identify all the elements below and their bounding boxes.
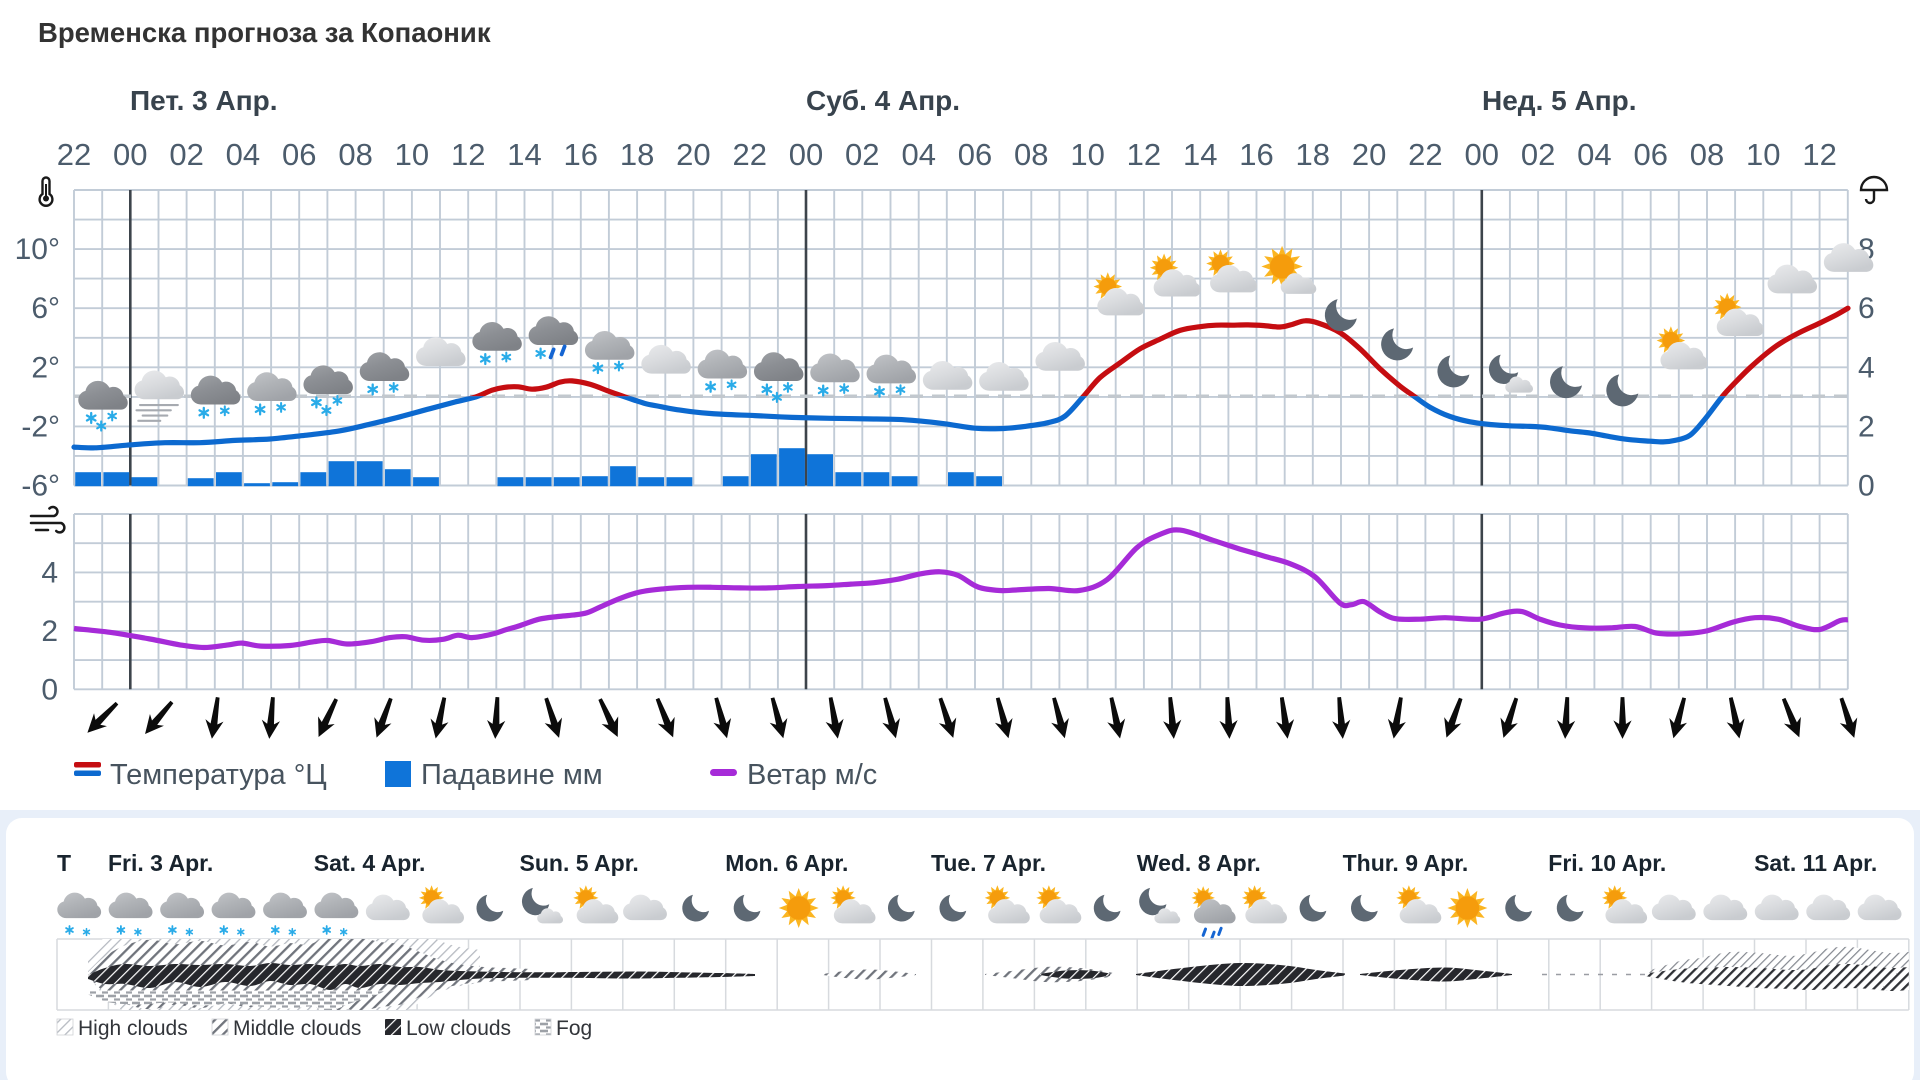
svg-text:Fog: Fog (556, 1017, 592, 1040)
svg-text:04: 04 (1577, 137, 1611, 172)
svg-text:Падавине мм: Падавине мм (421, 759, 603, 791)
svg-text:Sat. 4 Apr.: Sat. 4 Apr. (314, 850, 426, 876)
svg-text:4: 4 (41, 556, 58, 589)
svg-text:02: 02 (845, 137, 879, 172)
svg-text:18: 18 (1296, 137, 1330, 172)
svg-text:4: 4 (1858, 351, 1875, 384)
svg-text:16: 16 (1239, 137, 1273, 172)
svg-text:-2°: -2° (21, 410, 60, 443)
svg-text:06: 06 (958, 137, 992, 172)
svg-text:14: 14 (507, 137, 541, 172)
svg-text:Sun. 5 Apr.: Sun. 5 Apr. (520, 850, 639, 876)
svg-text:Tue. 7 Apr.: Tue. 7 Apr. (931, 850, 1046, 876)
svg-text:Суб. 4 Апр.: Суб. 4 Апр. (806, 85, 960, 116)
svg-text:Middle clouds: Middle clouds (233, 1017, 361, 1040)
svg-text:00: 00 (113, 137, 147, 172)
svg-text:T: T (57, 850, 71, 876)
svg-text:Low clouds: Low clouds (406, 1017, 511, 1040)
svg-text:Пет. 3 Апр.: Пет. 3 Апр. (130, 85, 278, 116)
svg-text:0: 0 (41, 673, 58, 706)
svg-text:02: 02 (169, 137, 203, 172)
svg-text:22: 22 (732, 137, 766, 172)
svg-text:02: 02 (1521, 137, 1555, 172)
svg-text:12: 12 (1127, 137, 1161, 172)
svg-text:Температура °Ц: Температура °Ц (110, 759, 327, 791)
svg-text:2: 2 (1858, 410, 1875, 443)
svg-text:Fri. 10 Apr.: Fri. 10 Apr. (1548, 850, 1666, 876)
svg-text:6: 6 (1858, 292, 1875, 325)
svg-text:-6°: -6° (21, 470, 60, 503)
svg-text:16: 16 (564, 137, 598, 172)
svg-text:20: 20 (1352, 137, 1386, 172)
svg-text:Ветар м/с: Ветар м/с (747, 759, 877, 791)
svg-text:6°: 6° (31, 292, 60, 325)
svg-text:10: 10 (395, 137, 429, 172)
svg-text:08: 08 (1690, 137, 1724, 172)
svg-text:22: 22 (57, 137, 91, 172)
svg-text:00: 00 (789, 137, 823, 172)
svg-text:12: 12 (1802, 137, 1836, 172)
svg-text:Wed. 8 Apr.: Wed. 8 Apr. (1137, 850, 1261, 876)
svg-text:22: 22 (1408, 137, 1442, 172)
svg-text:Fri. 3 Apr.: Fri. 3 Apr. (108, 850, 213, 876)
svg-text:04: 04 (901, 137, 935, 172)
svg-text:06: 06 (282, 137, 316, 172)
svg-text:2: 2 (41, 615, 58, 648)
svg-text:Sat. 11 Apr.: Sat. 11 Apr. (1754, 850, 1877, 876)
svg-text:08: 08 (1014, 137, 1048, 172)
svg-text:12: 12 (451, 137, 485, 172)
svg-text:Временска прогноза за Копаоник: Временска прогноза за Копаоник (38, 17, 491, 48)
svg-text:06: 06 (1633, 137, 1667, 172)
svg-text:Thur. 9 Apr.: Thur. 9 Apr. (1343, 850, 1469, 876)
svg-text:0: 0 (1858, 470, 1875, 503)
svg-text:04: 04 (226, 137, 260, 172)
svg-text:00: 00 (1465, 137, 1499, 172)
svg-text:10: 10 (1070, 137, 1104, 172)
svg-text:Mon. 6 Apr.: Mon. 6 Apr. (725, 850, 848, 876)
svg-text:2°: 2° (31, 351, 60, 384)
svg-text:20: 20 (676, 137, 710, 172)
svg-text:10: 10 (1746, 137, 1780, 172)
svg-text:Нед. 5 Апр.: Нед. 5 Апр. (1482, 85, 1637, 116)
svg-text:14: 14 (1183, 137, 1217, 172)
svg-text:10°: 10° (15, 233, 60, 266)
svg-text:08: 08 (338, 137, 372, 172)
svg-text:High clouds: High clouds (78, 1017, 188, 1040)
svg-text:18: 18 (620, 137, 654, 172)
